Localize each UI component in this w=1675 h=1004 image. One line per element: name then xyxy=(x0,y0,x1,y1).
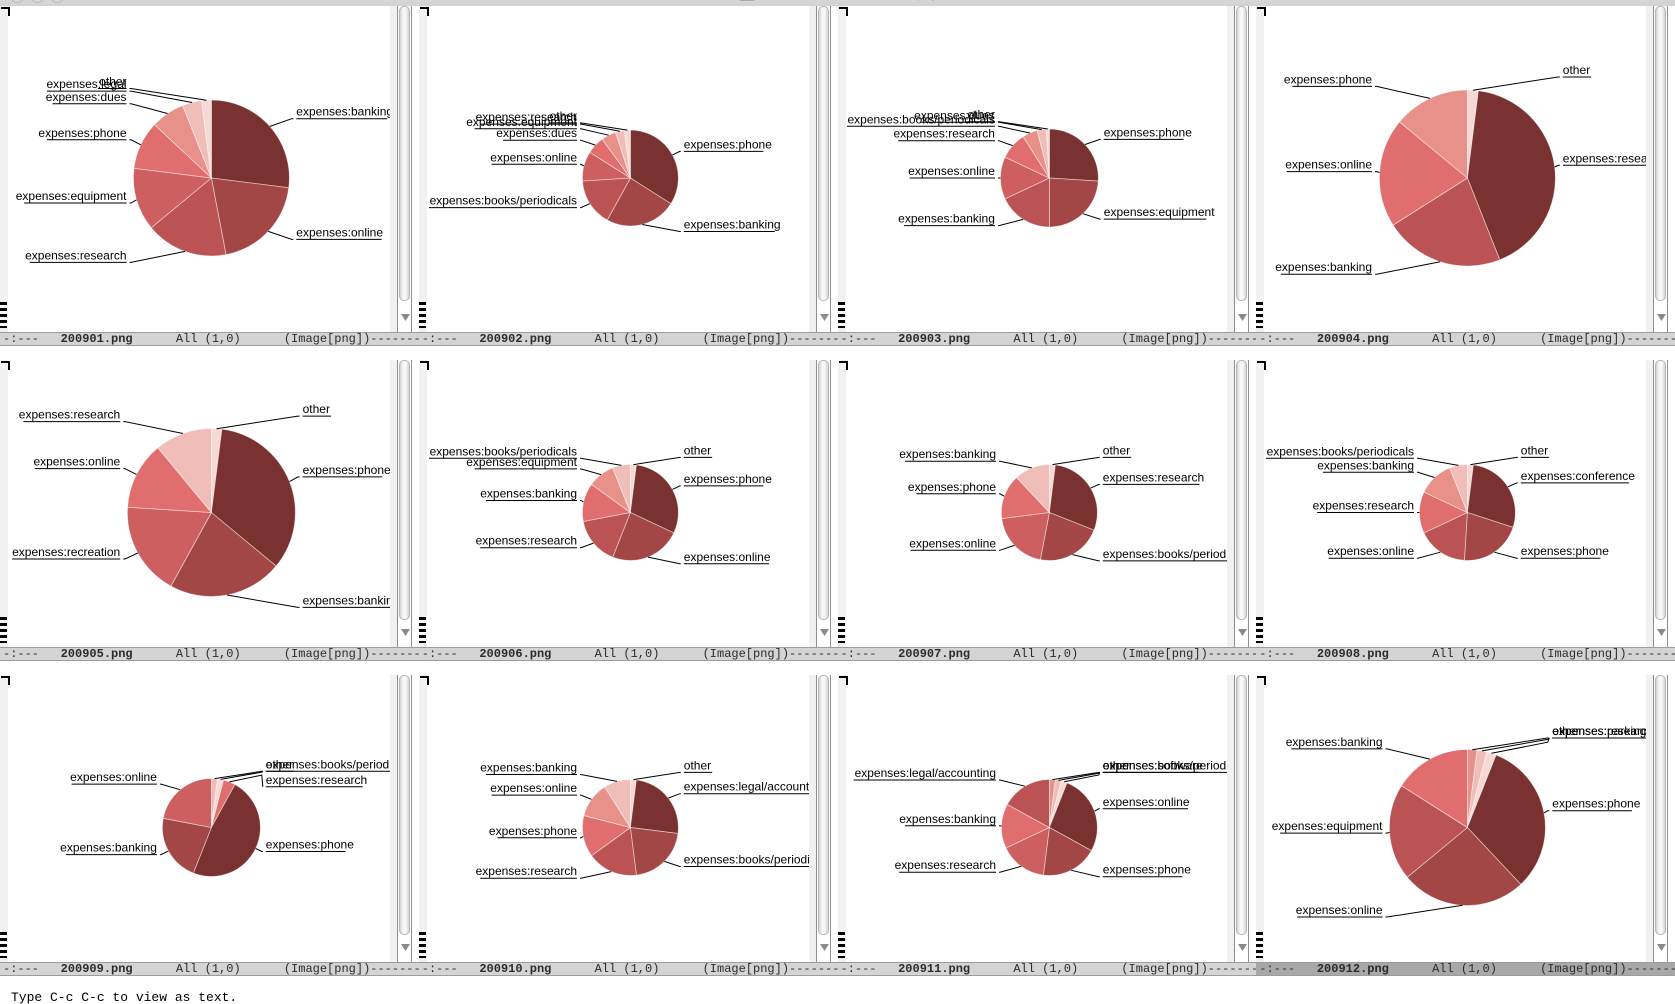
svg-text:expenses:phone: expenses:phone xyxy=(489,824,577,838)
svg-text:other: other xyxy=(967,108,994,122)
svg-text:other: other xyxy=(266,757,293,771)
svg-text:expenses:online: expenses:online xyxy=(1328,544,1415,558)
svg-text:expenses:phone: expenses:phone xyxy=(1553,797,1641,811)
svg-text:other: other xyxy=(549,109,576,123)
svg-text:expenses:phone: expenses:phone xyxy=(266,838,354,852)
svg-text:expenses:phone: expenses:phone xyxy=(684,472,772,486)
svg-text:expenses:phone: expenses:phone xyxy=(1102,863,1190,877)
svg-text:other: other xyxy=(1521,443,1548,457)
svg-text:expenses:phone: expenses:phone xyxy=(1284,72,1372,86)
svg-text:expenses:research: expenses:research xyxy=(1102,470,1203,484)
svg-text:expenses:online: expenses:online xyxy=(908,164,995,178)
svg-text:expenses:research: expenses:research xyxy=(893,127,994,141)
svg-text:expenses:research: expenses:research xyxy=(19,408,120,422)
svg-text:expenses:recreation: expenses:recreation xyxy=(12,545,120,559)
svg-text:expenses:phone: expenses:phone xyxy=(1103,125,1191,139)
svg-text:other: other xyxy=(1563,63,1590,77)
svg-text:expenses:research: expenses:research xyxy=(894,858,995,872)
svg-text:expenses:online: expenses:online xyxy=(909,536,996,550)
svg-text:expenses:books/periodicals: expenses:books/periodicals xyxy=(1267,444,1414,458)
svg-text:expenses:online: expenses:online xyxy=(1296,903,1383,917)
svg-text:other: other xyxy=(99,75,126,89)
svg-text:expenses:equipment: expenses:equipment xyxy=(16,189,127,203)
svg-text:expenses:banking: expenses:banking xyxy=(684,218,781,232)
svg-text:expenses:banking: expenses:banking xyxy=(60,841,157,855)
svg-text:expenses:books/periodicals: expenses:books/periodicals xyxy=(429,194,576,208)
svg-text:expenses:equipment: expenses:equipment xyxy=(1103,205,1214,219)
svg-text:expenses:online: expenses:online xyxy=(490,781,577,795)
svg-text:expenses:online: expenses:online xyxy=(1102,795,1189,809)
svg-text:expenses:banking: expenses:banking xyxy=(1276,260,1373,274)
svg-text:expenses:banking: expenses:banking xyxy=(296,105,393,119)
svg-text:expenses:books/periodicals: expenses:books/periodicals xyxy=(429,444,576,458)
svg-text:expenses:banking: expenses:banking xyxy=(480,487,577,501)
svg-text:expenses:research: expenses:research xyxy=(25,248,126,262)
svg-text:expenses:legal/accounting: expenses:legal/accounting xyxy=(854,766,995,780)
svg-text:expenses:banking: expenses:banking xyxy=(1318,458,1415,472)
svg-text:expenses:online: expenses:online xyxy=(490,150,577,164)
svg-text:expenses:phone: expenses:phone xyxy=(38,126,126,140)
svg-text:expenses:equipment: expenses:equipment xyxy=(1272,819,1383,833)
svg-text:expenses:phone: expenses:phone xyxy=(684,137,772,151)
svg-text:expenses:online: expenses:online xyxy=(33,455,120,469)
svg-text:expenses:banking: expenses:banking xyxy=(1286,735,1383,749)
svg-text:other: other xyxy=(684,758,711,772)
svg-text:expenses:online: expenses:online xyxy=(1286,158,1373,172)
svg-text:expenses:banking: expenses:banking xyxy=(899,447,996,461)
svg-text:other: other xyxy=(684,443,711,457)
svg-text:expenses:banking: expenses:banking xyxy=(480,761,577,775)
svg-text:expenses:online: expenses:online xyxy=(684,550,771,564)
svg-text:expenses:phone: expenses:phone xyxy=(1521,544,1609,558)
svg-text:expenses:phone: expenses:phone xyxy=(907,480,995,494)
svg-text:expenses:research: expenses:research xyxy=(1313,499,1414,513)
svg-text:expenses:banking: expenses:banking xyxy=(899,812,996,826)
svg-text:expenses:legal/accounting: expenses:legal/accounting xyxy=(684,780,825,794)
svg-text:other: other xyxy=(1102,758,1129,772)
svg-text:other: other xyxy=(1102,443,1129,457)
svg-text:expenses:phone: expenses:phone xyxy=(303,463,391,477)
svg-text:other: other xyxy=(1553,724,1580,738)
svg-text:expenses:research: expenses:research xyxy=(266,773,367,787)
svg-text:expenses:online: expenses:online xyxy=(296,225,383,239)
svg-text:other: other xyxy=(303,402,330,416)
svg-text:expenses:banking: expenses:banking xyxy=(898,212,995,226)
svg-text:expenses:online: expenses:online xyxy=(70,770,157,784)
svg-text:expenses:research: expenses:research xyxy=(475,534,576,548)
svg-text:expenses:conference: expenses:conference xyxy=(1521,469,1635,483)
svg-text:expenses:research: expenses:research xyxy=(475,864,576,878)
svg-text:expenses:dues: expenses:dues xyxy=(46,90,127,104)
svg-text:expenses:banking: expenses:banking xyxy=(303,593,400,607)
